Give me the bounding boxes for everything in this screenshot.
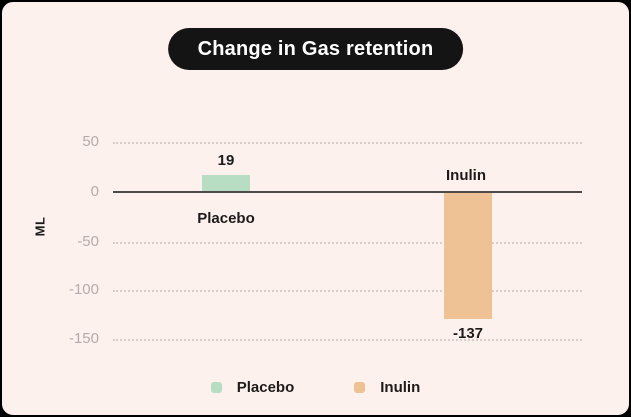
legend-label-inulin: Inulin <box>380 379 421 396</box>
legend-item-placebo[interactable]: Placebo <box>210 379 295 396</box>
legend-swatch-inulin <box>354 382 366 393</box>
value-label-placebo: 19 <box>217 152 235 169</box>
legend-item-inulin[interactable]: Inulin <box>354 379 420 396</box>
value-label-inulin: -137 <box>452 325 484 342</box>
bar-inulin <box>444 193 492 319</box>
zero-baseline <box>113 191 582 193</box>
y-tick-neg50: -50 <box>77 233 99 250</box>
gridline-neg100 <box>113 290 582 292</box>
y-tick-50: 50 <box>82 133 99 150</box>
bar-placebo <box>202 175 250 192</box>
y-tick-neg150: -150 <box>68 330 99 347</box>
y-tick-neg100: -100 <box>68 281 99 298</box>
y-axis-title: ML <box>32 216 48 237</box>
y-tick-0: 0 <box>90 183 99 200</box>
category-label-inulin: Inulin <box>446 167 486 184</box>
chart-title: Change in Gas retention <box>197 37 434 60</box>
gridline-neg50 <box>113 242 582 244</box>
legend: Placebo Inulin <box>2 379 629 396</box>
legend-label-placebo: Placebo <box>236 379 295 396</box>
category-label-placebo: Placebo <box>197 210 255 227</box>
gridline-neg150 <box>113 339 582 341</box>
chart-title-pill: Change in Gas retention <box>167 28 464 70</box>
legend-swatch-placebo <box>210 382 222 393</box>
gridline-50 <box>113 142 582 144</box>
